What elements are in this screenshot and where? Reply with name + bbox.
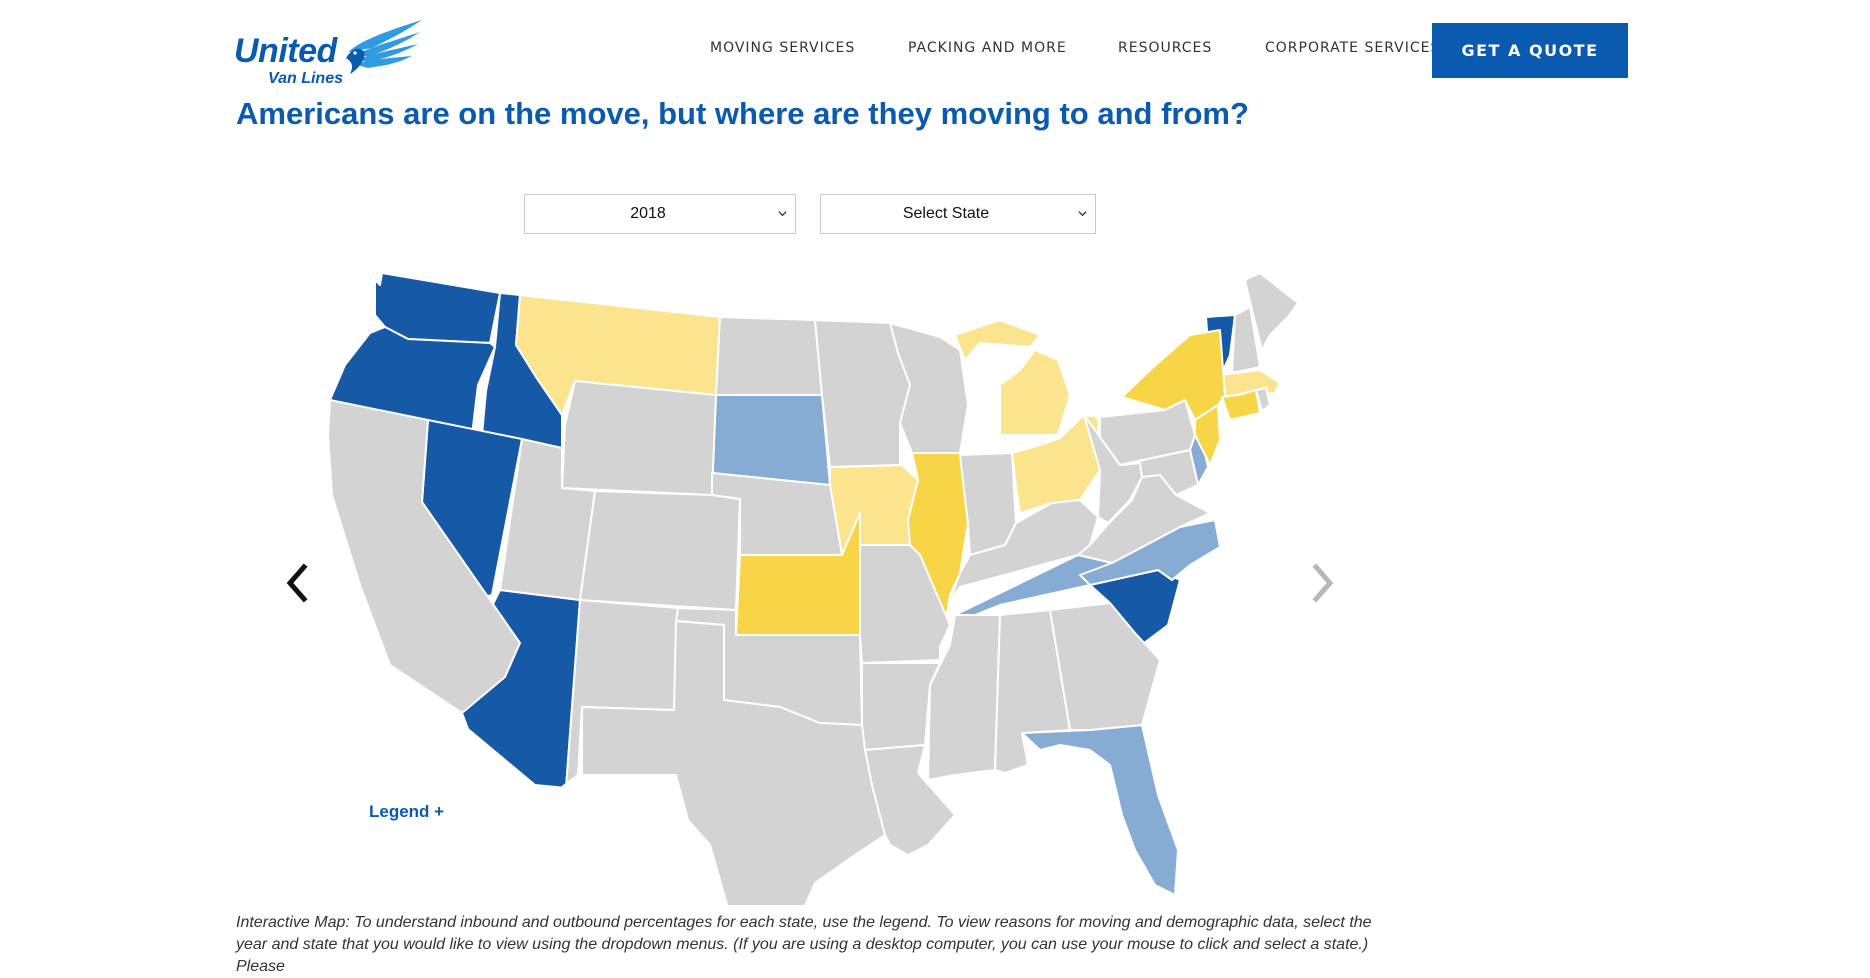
nav-packing-and-more[interactable]: PACKING AND MORE <box>908 40 1067 56</box>
previous-year-arrow-icon[interactable] <box>280 559 314 607</box>
logo-wordmark: United <box>234 32 337 70</box>
state-select-value: Select State <box>902 205 990 222</box>
state-select[interactable]: Select State <box>820 194 1096 234</box>
get-a-quote-button[interactable]: GET A QUOTE <box>1432 23 1628 78</box>
state-nh[interactable] <box>1231 306 1261 374</box>
state-ri[interactable] <box>1255 387 1271 412</box>
state-ia[interactable] <box>829 464 919 556</box>
chevron-down-icon <box>1078 211 1087 217</box>
logo-subtitle: Van Lines <box>268 70 343 87</box>
state-tx[interactable] <box>581 620 886 905</box>
state-sd[interactable] <box>711 394 831 486</box>
state-fl[interactable] <box>1021 724 1179 896</box>
state-me[interactable] <box>1244 272 1299 351</box>
year-select[interactable]: 2018 <box>524 194 796 234</box>
state-mo[interactable] <box>859 512 951 664</box>
state-ky[interactable] <box>949 499 1099 601</box>
nav-moving-services[interactable]: MOVING SERVICES <box>710 40 856 56</box>
state-ct[interactable] <box>1221 389 1261 421</box>
state-wi[interactable] <box>889 322 969 454</box>
chevron-down-icon <box>778 211 787 217</box>
eagle-icon <box>346 20 422 74</box>
map-instructions: Interactive Map: To understand inbound a… <box>236 914 1372 975</box>
united-van-lines-logo[interactable]: United Van Lines <box>234 18 424 88</box>
state-nd[interactable] <box>715 316 823 396</box>
state-pa[interactable] <box>1099 399 1196 466</box>
state-md[interactable] <box>1119 449 1199 496</box>
state-mi[interactable] <box>954 319 1071 436</box>
site-header: United Van Lines MOVING SERVICES PACKING… <box>0 0 1870 105</box>
state-co[interactable] <box>579 490 741 611</box>
year-select-value: 2018 <box>630 205 666 222</box>
page-title: Americans are on the move, but where are… <box>236 96 1249 131</box>
us-state-map <box>327 272 1299 905</box>
state-ca[interactable] <box>327 399 521 714</box>
state-wy[interactable] <box>561 380 717 496</box>
state-ne[interactable] <box>711 472 843 556</box>
next-year-arrow-icon[interactable] <box>1306 559 1340 607</box>
nav-resources[interactable]: RESOURCES <box>1118 40 1213 56</box>
legend-toggle[interactable]: Legend + <box>369 802 445 821</box>
state-ga[interactable] <box>1049 602 1161 731</box>
nav-corporate-services[interactable]: CORPORATE SERVICES <box>1265 40 1441 56</box>
state-la[interactable] <box>864 744 956 856</box>
